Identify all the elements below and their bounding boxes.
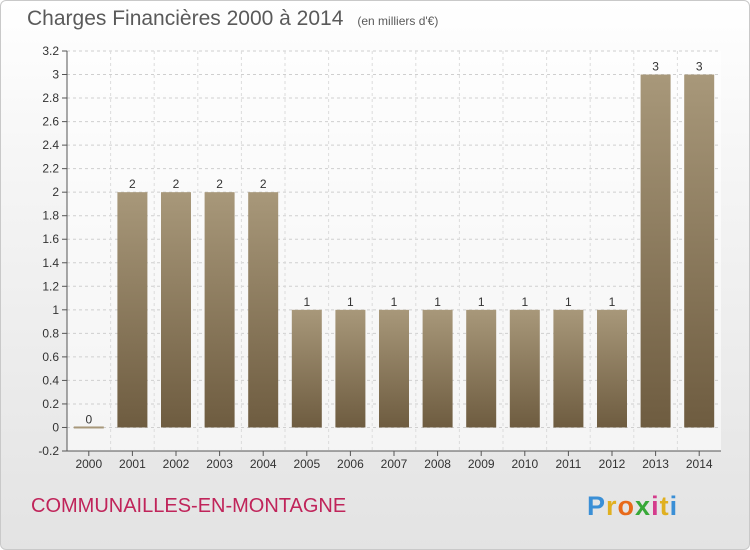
bar xyxy=(335,309,366,428)
data-label: 1 xyxy=(565,295,572,309)
y-tick-label: 2.4 xyxy=(42,138,59,152)
y-tick-label: 1.4 xyxy=(42,256,59,270)
y-tick-label: 0.2 xyxy=(42,397,59,411)
bar xyxy=(553,309,584,428)
logo-letter: i xyxy=(651,491,660,521)
x-tick-label: 2000 xyxy=(75,457,102,471)
logo-letter: P xyxy=(587,491,607,521)
data-label: 1 xyxy=(303,295,310,309)
x-tick-label: 2005 xyxy=(293,457,320,471)
data-label: 1 xyxy=(347,295,354,309)
y-tick-label: 2.6 xyxy=(42,115,59,129)
logo-letter: i xyxy=(669,491,679,521)
chart-title: Charges Financières 2000 à 2014 xyxy=(27,7,344,30)
bar xyxy=(597,309,627,428)
bar xyxy=(204,192,235,428)
y-tick-label: 1.6 xyxy=(42,232,59,246)
data-label: 3 xyxy=(652,60,659,74)
x-tick-label: 2007 xyxy=(381,457,408,471)
y-tick-label: 0.4 xyxy=(42,373,59,387)
bar xyxy=(117,192,148,428)
data-label: 3 xyxy=(696,60,703,74)
y-tick-label: 1 xyxy=(52,303,59,317)
logo-letter: t xyxy=(659,491,670,521)
proxiti-logo: Proxiti xyxy=(587,491,678,522)
logo-letter: o xyxy=(617,491,636,521)
chart-title-block: Charges Financières 2000 à 2014 (en milli… xyxy=(27,7,438,31)
bar xyxy=(379,309,409,428)
data-label: 0 xyxy=(85,412,92,426)
y-tick-label: 0.6 xyxy=(42,350,59,364)
y-tick-label: -0.2 xyxy=(38,444,59,458)
data-label: 2 xyxy=(260,177,267,191)
x-tick-label: 2002 xyxy=(163,457,190,471)
data-label: 2 xyxy=(216,177,223,191)
bar xyxy=(466,309,497,428)
bar xyxy=(73,426,104,429)
bar xyxy=(422,309,453,428)
x-tick-label: 2014 xyxy=(686,457,713,471)
x-tick-label: 2006 xyxy=(337,457,364,471)
y-tick-label: 2.8 xyxy=(42,91,59,105)
y-tick-label: 0.8 xyxy=(42,326,59,340)
commune-name: COMMUNAILLES-EN-MONTAGNE xyxy=(31,495,347,517)
data-label: 1 xyxy=(391,295,398,309)
data-label: 1 xyxy=(478,295,485,309)
logo-letter: x xyxy=(635,491,652,521)
data-label: 2 xyxy=(173,177,180,191)
y-tick-label: 1.2 xyxy=(42,279,59,293)
bar xyxy=(291,309,322,428)
y-tick-label: 1.8 xyxy=(42,209,59,223)
x-tick-label: 2008 xyxy=(424,457,451,471)
y-tick-label: 2.2 xyxy=(42,162,59,176)
data-label: 1 xyxy=(521,295,528,309)
bar xyxy=(640,74,671,428)
x-tick-label: 2004 xyxy=(250,457,277,471)
bar xyxy=(248,192,279,428)
bar xyxy=(161,192,191,428)
chart-subtitle: (en milliers d'€) xyxy=(357,14,439,28)
x-tick-label: 2011 xyxy=(555,457,581,471)
data-label: 1 xyxy=(609,295,616,309)
data-label: 1 xyxy=(434,295,441,309)
y-tick-label: 3.2 xyxy=(42,44,59,58)
y-tick-label: 3 xyxy=(52,68,59,82)
x-tick-label: 2013 xyxy=(642,457,669,471)
bar xyxy=(684,74,715,428)
x-tick-label: 2003 xyxy=(206,457,233,471)
bar xyxy=(509,309,540,428)
x-tick-label: 2009 xyxy=(468,457,495,471)
x-tick-label: 2012 xyxy=(599,457,626,471)
y-tick-label: 2 xyxy=(52,185,59,199)
x-tick-label: 2010 xyxy=(511,457,538,471)
data-label: 2 xyxy=(129,177,136,191)
x-tick-label: 2001 xyxy=(119,457,146,471)
y-tick-label: 0 xyxy=(52,420,59,434)
logo-letter: r xyxy=(606,491,618,521)
